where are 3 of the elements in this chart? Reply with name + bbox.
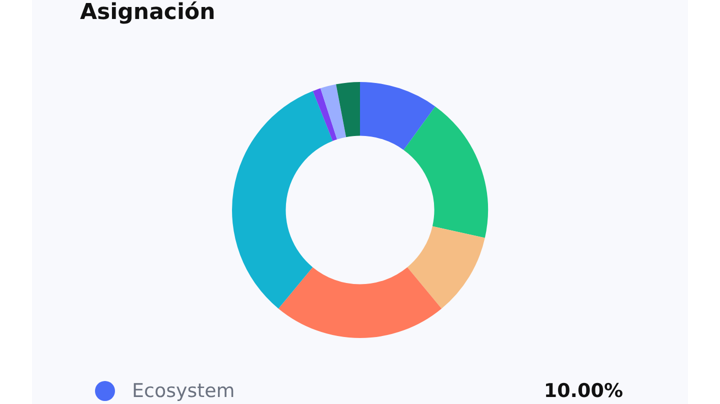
legend-label: Ecosystem <box>132 380 236 402</box>
chart-title: Asignación <box>80 0 216 26</box>
data-label: 10.00% <box>544 380 623 402</box>
